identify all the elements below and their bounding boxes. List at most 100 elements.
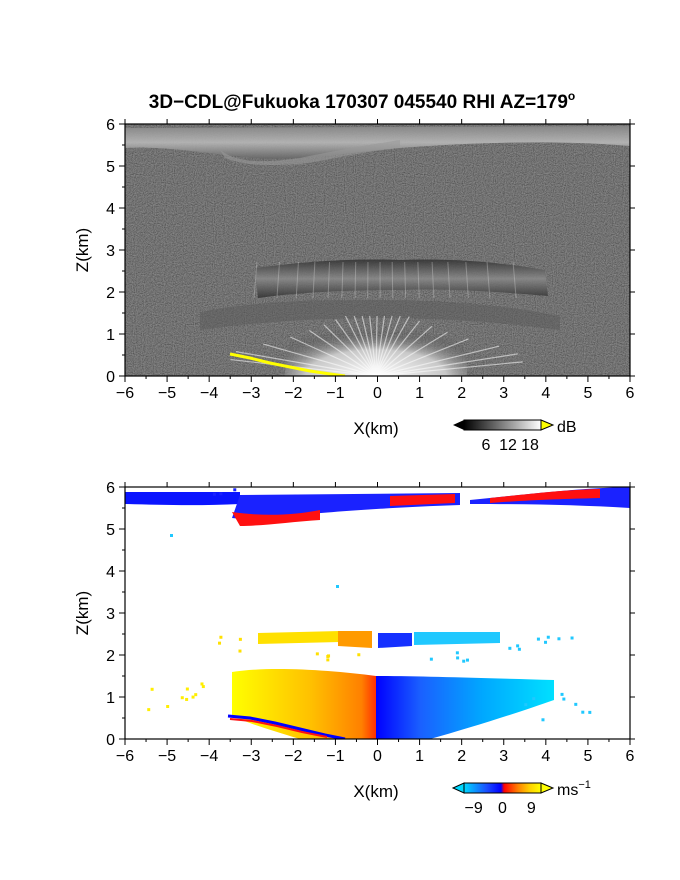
velocity-image	[125, 487, 630, 739]
velocity-xtick-label: 2	[457, 748, 466, 765]
velocity-panel: −6 −5 −4 −3 −2 −1 0 1 2 3 4 5 6 0 1 2 3 4 5 6 X(km) Z(km) −…	[73, 480, 635, 817]
reflectivity-colorbar-tick: 12	[499, 437, 517, 454]
fan-ray	[375, 338, 469, 376]
velocity-speckle	[185, 697, 189, 701]
velocity-colorbar-tick: 9	[527, 800, 536, 817]
aerosol-rays	[253, 261, 517, 299]
velocity-speckle	[219, 635, 223, 639]
fan-ray	[375, 331, 448, 376]
velocity-speckle	[200, 682, 204, 686]
velocity-xlabel: X(km)	[353, 782, 398, 801]
velocity-speckle	[219, 492, 223, 496]
reflectivity-colorbar-unit: dB	[557, 419, 577, 436]
velocity-speckle	[233, 488, 237, 492]
reflectivity-ytick-label: 4	[106, 201, 115, 218]
velocity-speckle	[455, 651, 459, 655]
velocity-xtick-label: −5	[158, 748, 176, 765]
reflectivity-ytick-label: 1	[106, 327, 115, 344]
velocity-speckle	[185, 687, 189, 691]
velocity-xtick-label: 6	[626, 748, 635, 765]
velocity-colorbar-tick: −9	[465, 800, 483, 817]
velocity-speckle	[546, 635, 550, 639]
reflectivity-xtick-label: 5	[583, 385, 592, 402]
fan-ray	[335, 319, 377, 376]
aerosol-ray	[404, 261, 407, 299]
aerosol-ray	[276, 261, 281, 299]
fan-ray	[344, 315, 377, 376]
fan-ray	[369, 315, 377, 376]
aerosol-ray	[447, 261, 451, 299]
velocity-ytick-label: 4	[106, 564, 115, 581]
velocity-speckle	[581, 710, 585, 714]
aerosol-center-orange	[338, 631, 372, 648]
reflectivity-ytick-label: 0	[106, 369, 115, 386]
reflectivity-ytick-label: 2	[106, 285, 115, 302]
velocity-speckle	[336, 585, 339, 588]
velocity-speckle	[191, 695, 195, 699]
velocity-speckle	[147, 708, 151, 712]
velocity-speckle	[180, 696, 184, 700]
fan-ray	[375, 320, 421, 376]
reflectivity-xtick-label: 1	[415, 385, 424, 402]
reflectivity-xtick-label: 0	[373, 385, 382, 402]
velocity-speckle	[524, 703, 528, 707]
velocity-xtick-label: 5	[583, 748, 592, 765]
velocity-speckle	[238, 649, 242, 653]
reflectivity-xtick-label: 6	[626, 385, 635, 402]
aerosol-ray	[391, 261, 394, 299]
fan-ray	[290, 336, 377, 376]
velocity-speckle	[462, 659, 466, 663]
fan-rays	[230, 315, 523, 376]
reflectivity-ytick-label: 5	[106, 159, 115, 176]
reflectivity-colorbar-tick: 6	[482, 437, 491, 454]
velocity-speckle	[357, 653, 361, 657]
velocity-xtick-label: −6	[116, 748, 134, 765]
velocity-ytick-label: 6	[106, 480, 115, 497]
velocity-ytick-label: 3	[106, 606, 115, 623]
reflectivity-ytick-label: 3	[106, 243, 115, 260]
fan-ray	[262, 343, 377, 376]
aerosol-ray	[253, 261, 258, 299]
reflectivity-ytick-label: 6	[106, 117, 115, 134]
clutter-red-line	[229, 718, 328, 738]
velocity-xtick-label: −4	[200, 748, 218, 765]
reflectivity-ylabel: Z(km)	[73, 228, 92, 272]
velocity-xtick-label: 4	[541, 748, 550, 765]
velocity-speckle	[517, 647, 521, 651]
aerosol-ray	[354, 261, 357, 299]
velocity-xtick-label: −3	[242, 748, 260, 765]
velocity-speckle	[570, 636, 574, 640]
reflectivity-xtick-label: 4	[541, 385, 550, 402]
velocity-speckle	[532, 697, 536, 701]
aerosol-ray	[341, 261, 344, 299]
aerosol-west-yellow	[258, 631, 340, 644]
reflectivity-colorbar-ramp	[463, 419, 542, 431]
aerosol-ray	[312, 261, 316, 299]
fan-ray	[323, 324, 377, 376]
velocity-speckle	[541, 718, 545, 722]
cloud-mid-red-2	[390, 494, 455, 506]
aerosol-ray	[465, 261, 469, 299]
fan-ray	[375, 316, 410, 376]
cloud-west-blue	[125, 492, 240, 506]
velocity-speckle	[516, 644, 520, 648]
velocity-speckle	[218, 641, 222, 645]
velocity-speckle	[241, 496, 245, 500]
velocity-speckle	[238, 637, 242, 641]
velocity-xtick-label: −1	[326, 748, 344, 765]
velocity-speckle	[150, 687, 154, 691]
fan-ray	[375, 353, 518, 376]
reflectivity-xtick-label: −5	[158, 385, 176, 402]
velocity-speckle	[536, 637, 540, 641]
fan-ray	[375, 315, 401, 376]
fan-ray	[309, 330, 377, 376]
boundary-layer-east	[376, 676, 554, 739]
reflectivity-xtick-label: −3	[242, 385, 260, 402]
reflectivity-colorbar-tick: 18	[521, 437, 539, 454]
aerosol-east-cyan	[414, 632, 500, 645]
fan-ray	[375, 315, 386, 376]
velocity-ytick-label: 5	[106, 522, 115, 539]
fan-ray	[375, 315, 393, 376]
reflectivity-xtick-label: 3	[499, 385, 508, 402]
